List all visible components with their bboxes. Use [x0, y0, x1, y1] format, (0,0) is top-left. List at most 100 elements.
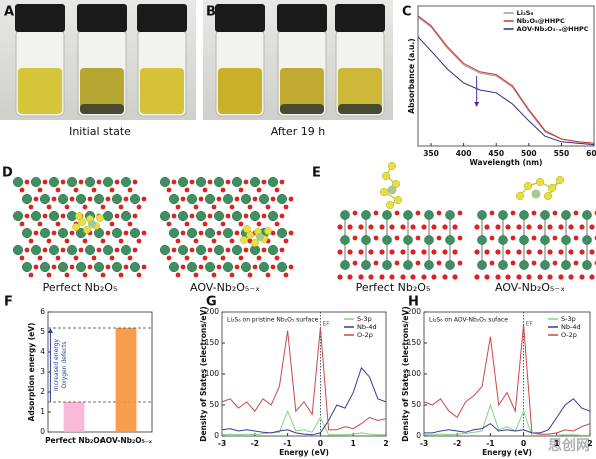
x-tick-label: -2: [453, 439, 461, 448]
atom-nb: [424, 260, 434, 270]
atom-nb: [21, 193, 33, 205]
atom-o: [337, 249, 343, 255]
atom-o: [358, 224, 364, 230]
atom-o: [166, 221, 172, 227]
atom-o: [37, 221, 43, 227]
legend-label: Nb-4d: [561, 323, 581, 331]
atom-o: [352, 260, 358, 266]
atom-s: [535, 177, 545, 187]
y-tick-label: 0: [214, 431, 219, 440]
atom-o: [28, 272, 34, 278]
atom-nb: [30, 210, 42, 222]
arrow-head: [474, 102, 480, 107]
atom-o: [421, 249, 427, 255]
x-tick-label: -1: [486, 439, 494, 448]
atom-o: [91, 255, 97, 261]
atom-nb: [195, 244, 207, 256]
atom-o: [484, 274, 490, 280]
atom-o: [64, 272, 70, 278]
atom-o: [568, 224, 574, 230]
atom-o: [373, 210, 379, 216]
atom-o: [421, 274, 427, 280]
atom-o: [252, 196, 258, 202]
atom-o: [261, 247, 267, 253]
x-tick-label: 2: [383, 439, 388, 448]
atom-o: [256, 221, 262, 227]
atom-nb: [57, 193, 69, 205]
vial-liquid: [18, 68, 62, 114]
watermark: 思创网: [548, 437, 590, 454]
atom-o: [516, 249, 522, 255]
atom-o: [452, 224, 458, 230]
vial-liquid: [140, 68, 184, 114]
atom-o: [394, 260, 400, 266]
y-tick-label: 150: [205, 338, 220, 347]
atom-o: [531, 210, 537, 216]
vial-sediment: [338, 104, 382, 114]
atom-o: [198, 196, 204, 202]
atom-nb: [204, 261, 216, 273]
series-line: [221, 366, 387, 436]
atom-o: [288, 264, 294, 270]
atom-o: [64, 204, 70, 210]
atom-o: [484, 224, 490, 230]
atom-o: [347, 274, 353, 280]
atom-o: [238, 187, 244, 193]
atom-nb: [186, 261, 198, 273]
atom-o: [442, 274, 448, 280]
atom-o: [55, 187, 61, 193]
atom-o: [510, 210, 516, 216]
atom-o: [452, 249, 458, 255]
atom-nb: [498, 235, 508, 245]
atom-o: [442, 249, 448, 255]
atom-o: [505, 274, 511, 280]
atom-nb: [111, 193, 123, 205]
atom-li: [387, 185, 397, 195]
atom-nb: [195, 176, 207, 188]
y-tick-label: 0: [416, 431, 421, 440]
atom-o: [132, 247, 138, 253]
atom-o: [127, 187, 133, 193]
atom-o: [389, 249, 395, 255]
atom-nb: [382, 260, 392, 270]
atom-nb: [39, 261, 51, 273]
atom-o: [247, 238, 253, 244]
atom-o: [136, 272, 142, 278]
atom-o: [180, 264, 186, 270]
atom-o: [193, 238, 199, 244]
atom-nb: [361, 235, 371, 245]
atom-nb: [267, 176, 279, 188]
atom-o: [87, 196, 93, 202]
atom-nb: [258, 193, 270, 205]
atom-o: [24, 213, 30, 219]
atom-nb: [57, 261, 69, 273]
atom-o: [229, 204, 235, 210]
atom-o: [373, 235, 379, 241]
bar: [115, 328, 137, 432]
atom-nb: [93, 261, 105, 273]
series-line: [423, 324, 591, 435]
atom-o: [256, 255, 262, 261]
panel-label: H: [408, 295, 419, 310]
atom-o: [166, 187, 172, 193]
atom-o: [114, 179, 120, 185]
atom-o: [220, 255, 226, 261]
atom-o: [234, 196, 240, 202]
atom-o: [202, 221, 208, 227]
atom-o: [28, 204, 34, 210]
atom-o: [547, 224, 553, 230]
atom-nb: [231, 210, 243, 222]
atom-o: [505, 224, 511, 230]
atom-o: [171, 213, 177, 219]
x-tick-label: 0: [318, 439, 323, 448]
atom-nb: [195, 210, 207, 222]
atom-nb: [102, 176, 114, 188]
x-tick-label: -2: [251, 439, 259, 448]
atom-o: [24, 247, 30, 253]
legend-label: S-3p: [357, 315, 372, 323]
atom-nb: [186, 227, 198, 239]
atom-o: [91, 187, 97, 193]
atom-o: [19, 221, 25, 227]
atom-o: [60, 247, 66, 253]
vial-cap: [77, 4, 127, 32]
